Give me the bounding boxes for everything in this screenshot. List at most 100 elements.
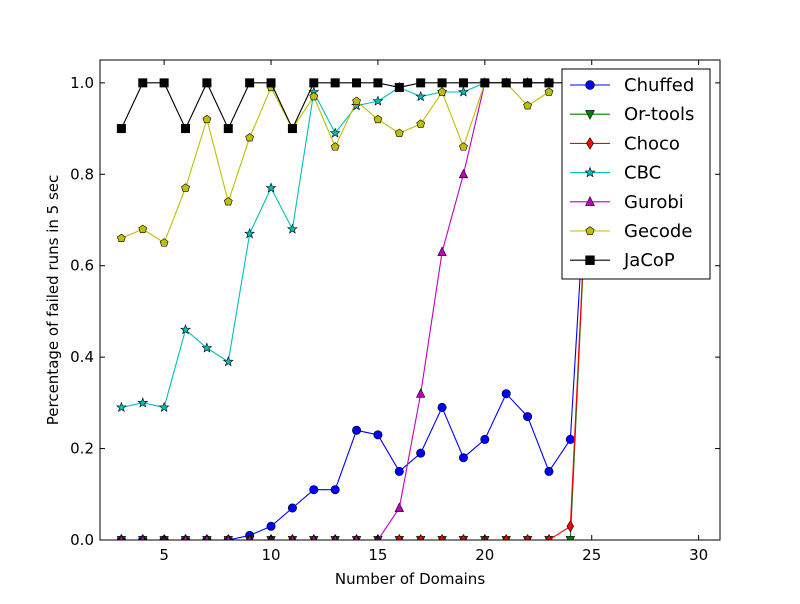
data-point-gurobi xyxy=(182,534,189,540)
legend-item-cbc: CBC xyxy=(570,163,661,184)
data-point-jacop xyxy=(373,78,383,88)
legend-marker-gurobi xyxy=(585,196,595,206)
data-point-gurobi xyxy=(332,534,338,540)
data-point-gecode xyxy=(138,224,148,233)
data-point-jacop xyxy=(330,78,340,88)
data-point-gecode xyxy=(202,114,212,124)
data-point-gurobi xyxy=(246,534,253,540)
y-tick-label: 1.0 xyxy=(70,74,94,92)
legend-marker-cbc xyxy=(584,166,596,178)
data-point-jacop xyxy=(223,124,233,134)
data-point-gurobi xyxy=(225,534,232,540)
data-point-jacop xyxy=(266,78,276,88)
series-line-gurobi xyxy=(121,82,549,540)
legend-label-gurobi: Gurobi xyxy=(624,192,684,213)
data-point-gecode xyxy=(459,142,468,151)
data-point-gecode xyxy=(352,96,361,105)
data-point-choco xyxy=(395,533,404,540)
data-point-or-tools xyxy=(565,536,576,540)
data-point-choco xyxy=(566,520,575,533)
x-tick-label: 30 xyxy=(689,546,708,564)
y-tick-label: 0.8 xyxy=(70,165,94,183)
legend-marker-jacop xyxy=(585,255,595,265)
legend-item-choco: Choco xyxy=(570,133,680,154)
x-tick-label: 15 xyxy=(368,546,387,564)
legend-item-gecode: Gecode xyxy=(570,221,692,242)
series-or-tools xyxy=(116,78,597,540)
data-point-jacop xyxy=(159,78,169,88)
data-point-cbc xyxy=(329,127,341,138)
y-tick-label: 0.4 xyxy=(70,348,94,366)
data-point-gurobi xyxy=(204,534,210,540)
data-point-gecode xyxy=(117,233,126,242)
x-tick-label: 5 xyxy=(159,546,169,564)
data-point-gurobi xyxy=(437,246,447,256)
data-point-gecode xyxy=(523,101,532,110)
data-point-chuffed xyxy=(373,430,383,440)
data-point-choco xyxy=(438,533,446,540)
data-point-chuffed xyxy=(266,521,276,531)
data-point-cbc xyxy=(222,356,234,367)
data-point-chuffed xyxy=(287,503,297,513)
data-point-cbc xyxy=(265,182,277,193)
data-point-gurobi xyxy=(394,502,404,512)
series-line-gecode xyxy=(121,82,550,244)
data-point-jacop xyxy=(245,78,255,88)
legend-item-gurobi: Gurobi xyxy=(570,192,684,213)
data-point-jacop xyxy=(287,124,297,134)
data-point-cbc xyxy=(244,228,256,239)
data-point-gecode xyxy=(373,114,383,124)
data-point-choco xyxy=(502,533,510,540)
data-point-cbc xyxy=(137,397,149,408)
data-point-chuffed xyxy=(309,485,319,495)
series-line-chuffed xyxy=(121,82,593,540)
data-point-cbc xyxy=(158,401,170,413)
data-point-gecode xyxy=(437,87,447,96)
series-line-or-tools xyxy=(121,82,593,540)
data-point-chuffed xyxy=(565,434,575,444)
data-point-chuffed xyxy=(480,434,490,444)
data-point-gurobi xyxy=(416,388,426,398)
data-point-jacop xyxy=(437,78,447,88)
data-point-chuffed xyxy=(416,448,426,458)
data-point-jacop xyxy=(501,78,511,88)
data-point-gurobi xyxy=(458,168,469,179)
y-tick-label: 0.2 xyxy=(70,440,94,458)
legend-marker-or-tools xyxy=(585,110,595,120)
data-point-chuffed xyxy=(437,402,447,412)
data-point-chuffed xyxy=(523,412,533,422)
y-tick-label: 0.0 xyxy=(70,531,94,549)
data-point-cbc xyxy=(180,324,191,335)
plot-frame xyxy=(99,59,721,541)
legend: Chuffed Or-tools Choco CBC Gurobi Gecode JaCoP xyxy=(561,68,711,280)
data-point-choco xyxy=(523,533,532,540)
legend-label-gecode: Gecode xyxy=(624,221,692,242)
data-point-chuffed xyxy=(394,466,404,476)
y-tick-label: 0.6 xyxy=(70,257,94,275)
data-point-gecode xyxy=(544,87,554,96)
data-point-gurobi xyxy=(118,534,125,540)
data-point-jacop xyxy=(394,82,404,92)
data-point-gecode xyxy=(330,142,340,151)
data-point-cbc xyxy=(458,86,469,97)
legend-box xyxy=(561,68,711,280)
series-line-jacop xyxy=(120,81,571,130)
data-point-choco xyxy=(545,533,553,540)
data-point-jacop xyxy=(544,78,554,88)
legend-marker-chuffed xyxy=(585,80,595,90)
data-point-gurobi xyxy=(353,534,360,540)
data-point-jacop xyxy=(138,78,148,88)
series-layer xyxy=(115,76,597,540)
data-point-gurobi xyxy=(311,534,317,540)
y-axis-label: Percentage of failed runs in 5 sec xyxy=(44,175,62,426)
data-point-gecode xyxy=(159,238,169,247)
data-point-cbc xyxy=(415,90,427,102)
data-point-cbc xyxy=(286,223,298,234)
x-tick-label: 20 xyxy=(475,546,494,564)
series-jacop xyxy=(116,78,575,134)
data-point-choco xyxy=(416,533,425,540)
legend-label-cbc: CBC xyxy=(624,163,661,184)
data-point-gecode xyxy=(245,133,255,142)
